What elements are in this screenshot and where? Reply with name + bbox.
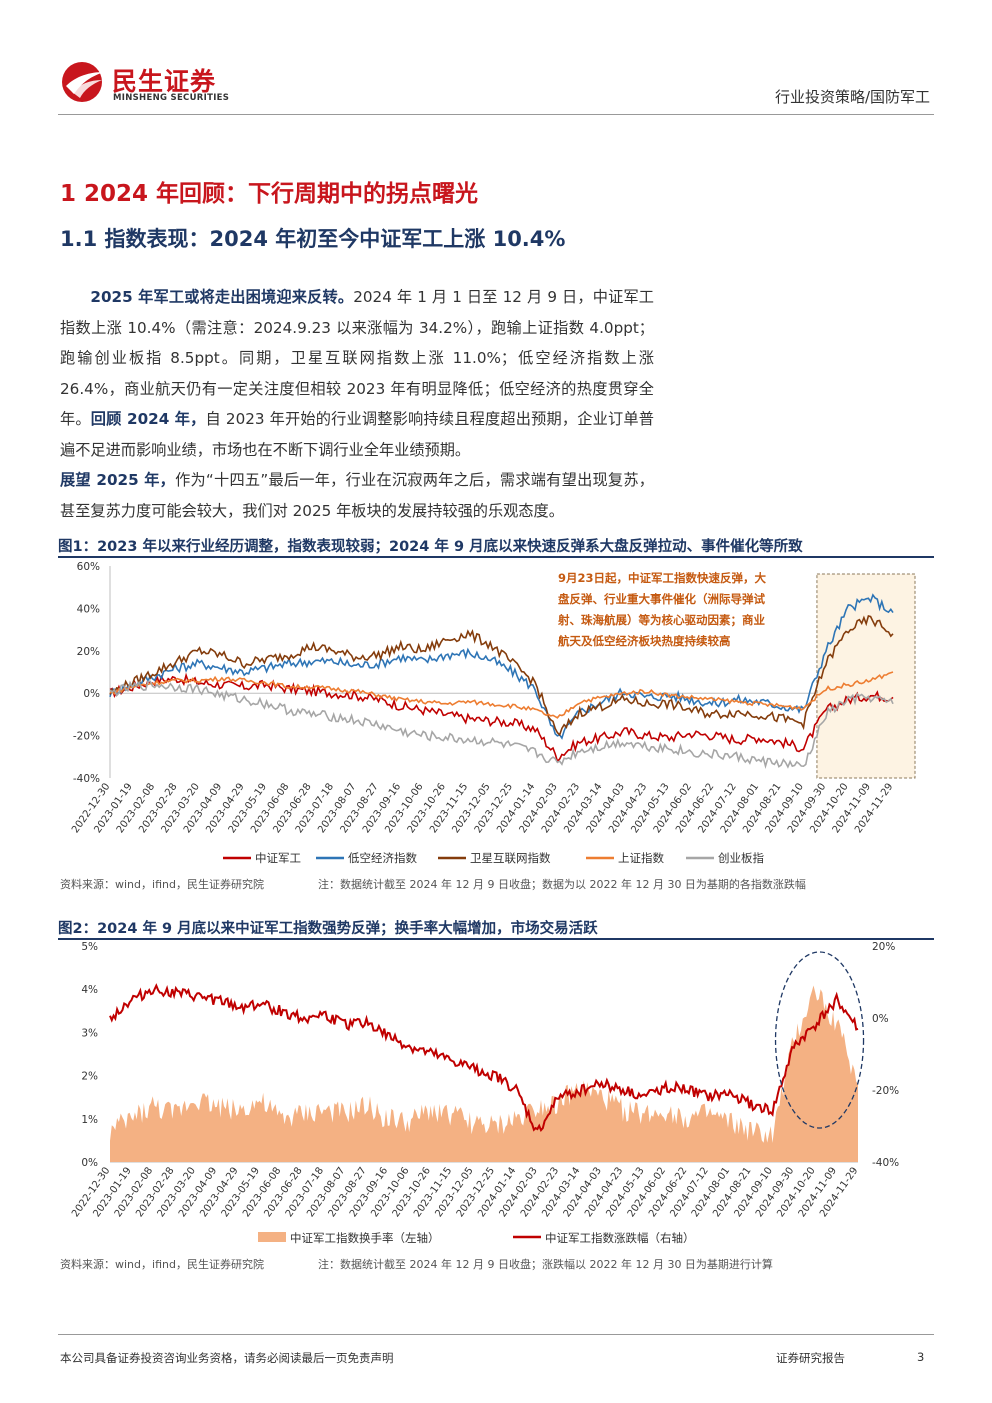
header-divider (58, 114, 934, 115)
y-left-tick-label: 2% (81, 1071, 98, 1083)
legend-label-1: 中证军工 (255, 851, 301, 865)
figure1-title: 图1：2023 年以来行业经历调整，指数表现较弱；2024 年 9 月底以来快速… (58, 539, 803, 555)
series-line-4 (109, 671, 894, 719)
p2-text: 作为“十四五”最后一年，行业在沉寂两年之后，需求端有望出现复苏，甚至复苏力度可能… (60, 471, 654, 520)
annotation-line: 9月23日起，中证军工指数快速反弹，大 (558, 571, 767, 585)
y-tick-label: -40% (73, 773, 100, 785)
paragraph-1: 2025 年军工或将走出困境迎来反转。2024 年 1 月 1 日至 12 月 … (60, 282, 654, 465)
p2-bold: 展望 2025 年， (60, 471, 176, 489)
y-tick-label: -20% (73, 731, 100, 743)
figure2-title: 图2：2024 年 9 月底以来中证军工指数强势反弹；换手率大幅增加，市场交易活… (58, 921, 598, 937)
y-right-tick-label: 0% (872, 1013, 889, 1025)
legend-label-2: 低空经济指数 (348, 851, 417, 865)
legend-label-3: 卫星互联网指数 (470, 851, 551, 865)
figure1-rule (58, 556, 934, 558)
annotation-line: 航天及低空经济板块热度持续较高 (558, 634, 731, 648)
y-right-tick-label: -40% (872, 1157, 899, 1169)
y-left-tick-label: 5% (81, 941, 98, 953)
p1-bold: 2025 年军工或将走出困境迎来反转。 (90, 288, 354, 306)
y-tick-label: 0% (83, 688, 100, 700)
highlight-box (816, 573, 916, 779)
legend-swatch-1 (258, 1232, 286, 1242)
logo-subtext: MINSHENG SECURITIES (113, 93, 230, 103)
section-heading: 1 2024 年回顾：下行周期中的拐点曙光 (60, 181, 479, 207)
p1-bold2: 回顾 2024 年， (90, 410, 206, 428)
minsheng-logo-icon (62, 62, 104, 102)
logo-text: 民生证券 (112, 67, 217, 96)
legend-label-5: 创业板指 (718, 851, 764, 865)
turnover-area (110, 985, 858, 1162)
figure2-note: 注：数据统计截至 2024 年 12 月 9 日收盘；涨跌幅以 2022 年 1… (318, 1258, 773, 1271)
y-tick-label: 20% (77, 646, 100, 658)
annotation-line: 射、珠海航展）等为核心驱动因素；商业 (557, 613, 765, 627)
paragraph-2: 展望 2025 年，作为“十四五”最后一年，行业在沉寂两年之后，需求端有望出现复… (60, 465, 654, 526)
series-line-3 (109, 615, 894, 737)
figure1-note: 注：数据统计截至 2024 年 12 月 9 日收盘；数据为以 2022 年 1… (318, 878, 806, 891)
figure2-source: 资料来源：wind，ifind，民生证券研究院 (60, 1258, 264, 1271)
report-category: 行业投资策略/国防军工 (774, 88, 930, 106)
y-left-tick-label: 4% (81, 984, 98, 996)
y-tick-label: 40% (77, 603, 100, 615)
highlight-ellipse (774, 951, 865, 1129)
y-tick-label: 60% (77, 561, 100, 573)
figure2-rule (58, 938, 934, 940)
y-right-tick-label: 20% (872, 941, 895, 953)
footer-report-type: 证券研究报告 (776, 1351, 845, 1365)
y-left-tick-label: 3% (81, 1027, 98, 1039)
subsection-heading: 1.1 指数表现：2024 年初至今中证军工上涨 10.4% (60, 227, 566, 251)
figure1-chart: 60% 40% 20% 0% -20% -40% 9月23日起，中证军工指数快速反弹，大盘反… (70, 561, 916, 865)
series-line-2 (109, 593, 894, 740)
series-line-5 (109, 680, 894, 770)
footer-divider (58, 1334, 934, 1335)
return-line (109, 983, 859, 1133)
page-number: 3 (917, 1350, 925, 1364)
legend-label-4: 上证指数 (618, 851, 664, 865)
y-left-tick-label: 1% (81, 1114, 98, 1126)
series-line-1 (109, 672, 894, 763)
legend-label-1: 中证军工指数换手率（左轴） (290, 1231, 440, 1245)
legend-label-2: 中证军工指数涨跌幅（右轴） (545, 1231, 695, 1245)
y-left-tick-label: 0% (81, 1157, 98, 1169)
annotation-line: 盘反弹、行业重大事件催化（洲际导弹试 (558, 592, 765, 606)
figure1-source: 资料来源：wind，ifind，民生证券研究院 (60, 878, 264, 891)
p1-text2: 自 2023 年开始的行业调整影响持续且程度超出预期，企业订单普遍不足进而影响业… (60, 410, 654, 459)
y-right-tick-label: -20% (872, 1085, 899, 1097)
footer-disclaimer: 本公司具备证券投资咨询业务资格，请务必阅读最后一页免责声明 (60, 1351, 394, 1365)
p1-text: 2024 年 1 月 1 日至 12 月 9 日，中证军工指数上涨 10.4%（… (60, 288, 654, 428)
body-paragraphs: 2025 年军工或将走出困境迎来反转。2024 年 1 月 1 日至 12 月 … (60, 282, 654, 526)
figure2-chart: 5%4%3%2%1%0%20%0%-20%-40%2022-12-302023-… (70, 941, 899, 1245)
